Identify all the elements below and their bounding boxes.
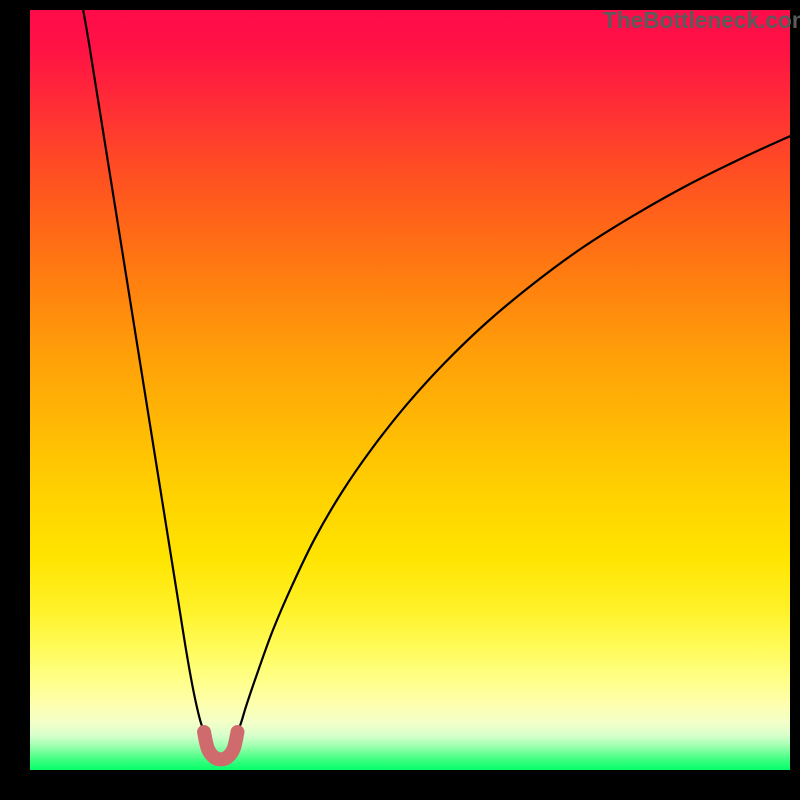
watermark-text: TheBottleneck.com xyxy=(603,7,800,34)
plot-area xyxy=(30,10,790,770)
chart-svg xyxy=(30,10,790,770)
